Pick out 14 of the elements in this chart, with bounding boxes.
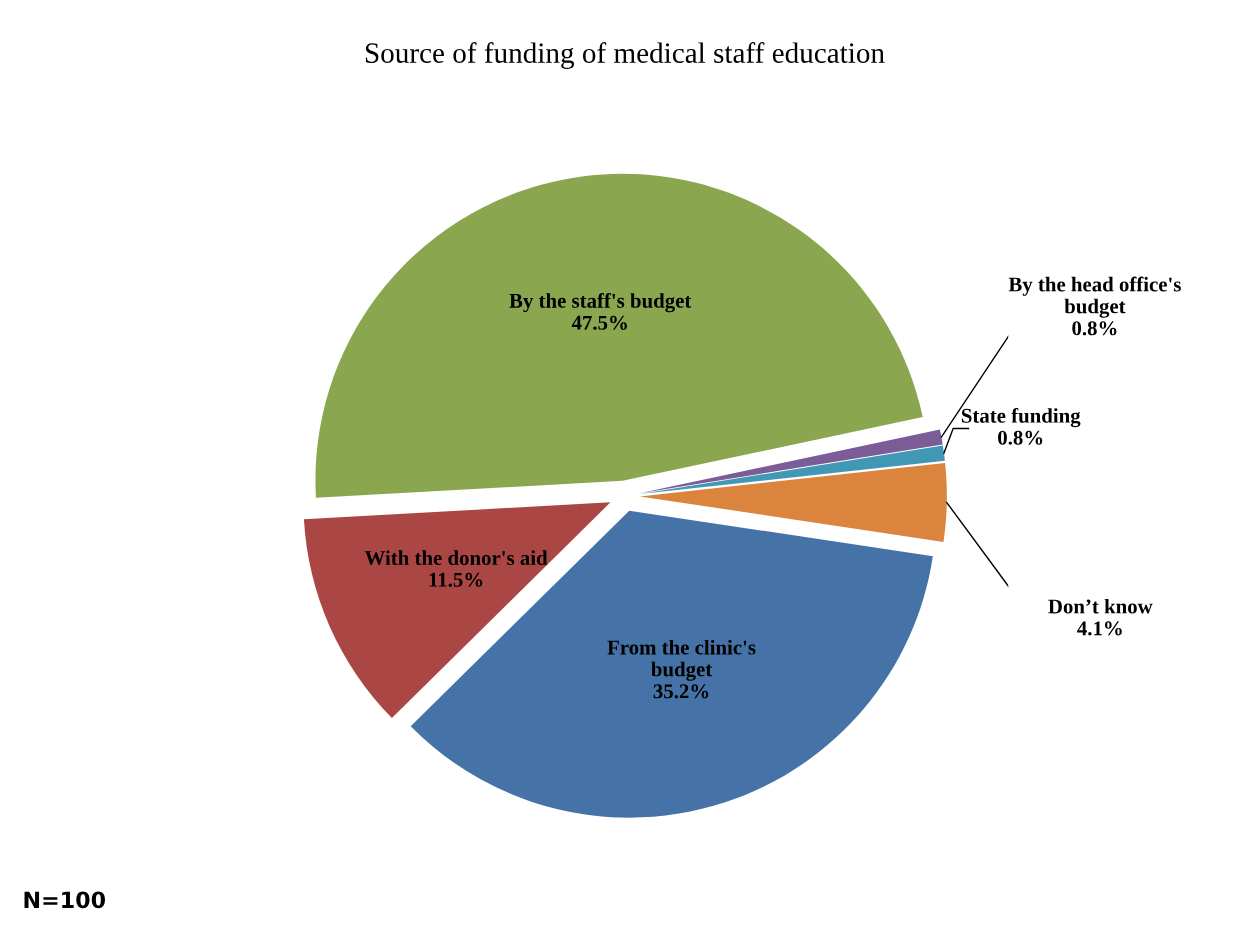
text: N=100 bbox=[24, 891, 106, 909]
slice-label: From the clinic's budget bbox=[607, 639, 756, 681]
slice-label: State funding bbox=[961, 407, 1081, 428]
data-label: 4.1% bbox=[1077, 621, 1122, 636]
data-label: 35.2% bbox=[653, 684, 709, 699]
data-label: 0.8% bbox=[998, 430, 1043, 445]
slice-label: With the donor's aid bbox=[364, 550, 548, 566]
slice-label: By the staff's budget bbox=[509, 292, 692, 313]
slice-label: By the head office's budget bbox=[1008, 276, 1181, 318]
slice-label: Don’t know bbox=[1048, 598, 1153, 614]
data-label: 11.5% bbox=[429, 572, 483, 587]
data-label: 47.5% bbox=[571, 315, 627, 330]
data-label: 0.8% bbox=[1072, 321, 1117, 336]
chart-title: Source of funding of medical staff education bbox=[365, 42, 885, 69]
